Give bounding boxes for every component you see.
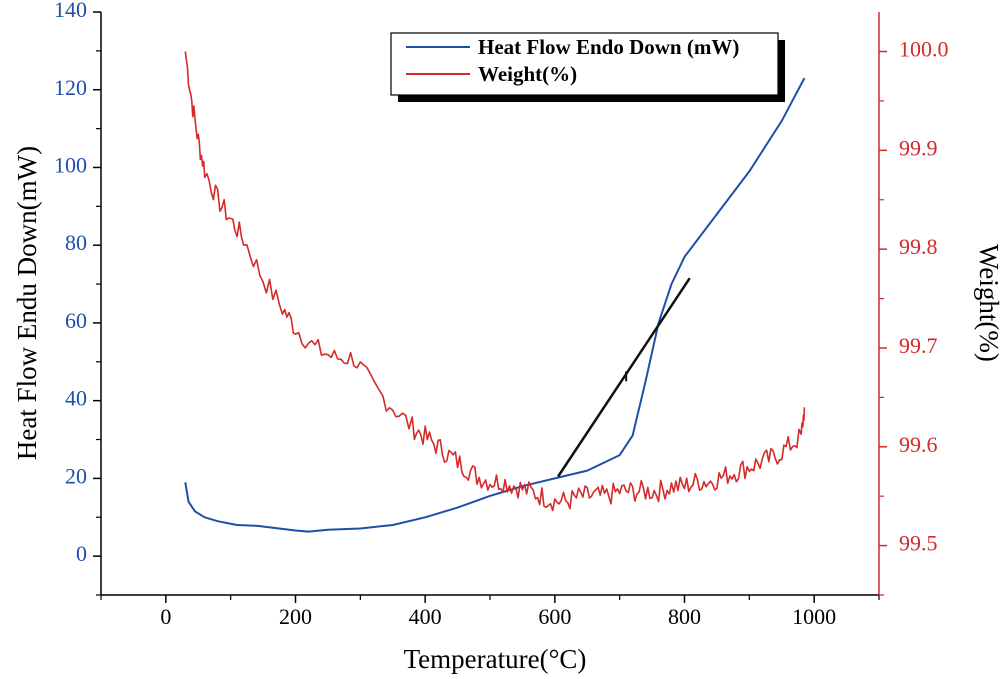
plot-area [101, 12, 879, 595]
x-tick-label: 1000 [792, 604, 836, 629]
x-axis-title: Temperature(°C) [404, 644, 587, 674]
legend: Heat Flow Endo Down (mW) Weight(%) [390, 32, 785, 102]
y-right-tick-label: 99.5 [899, 531, 938, 556]
y-left-tick-label: 0 [76, 541, 87, 566]
y-right-tick-label: 99.7 [899, 333, 938, 358]
legend-box [390, 32, 779, 96]
y-left-tick-label: 40 [65, 386, 87, 411]
tangent-line [557, 277, 691, 478]
y-left-tick-label: 100 [54, 153, 87, 178]
y-right-tick-label: 99.9 [899, 135, 938, 160]
heat-flow-line [184, 77, 806, 533]
x-tick-label: 200 [279, 604, 312, 629]
y-right-tick-label: 99.6 [899, 432, 938, 457]
x-tick-label: 600 [538, 604, 571, 629]
y-left-tick-label: 120 [54, 75, 87, 100]
y-left-tick-label: 80 [65, 230, 87, 255]
y-right-tick-label: 99.8 [899, 234, 938, 259]
weight-line [184, 51, 806, 512]
x-tick-label: 400 [409, 604, 442, 629]
series-layer [184, 51, 806, 533]
legend-label-heat-flow: Heat Flow Endo Down (mW) [478, 35, 739, 59]
ticks-layer: 0 200 400 600 800 1000 0 20 40 60 80 100 120 140 99.5 9… [54, 0, 949, 629]
y-left-axis-title: Heat Flow Endu Down(mW) [12, 146, 42, 460]
legend-label-weight: Weight(%) [478, 62, 577, 86]
y-right-axis-title: Weight(%) [974, 244, 1004, 362]
y-left-tick-label: 60 [65, 308, 87, 333]
y-left-tick-label: 140 [54, 0, 87, 22]
y-right-tick-label: 100.0 [899, 37, 949, 62]
y-left-tick-label: 20 [65, 463, 87, 488]
x-tick-label: 0 [160, 604, 171, 629]
x-tick-label: 800 [668, 604, 701, 629]
